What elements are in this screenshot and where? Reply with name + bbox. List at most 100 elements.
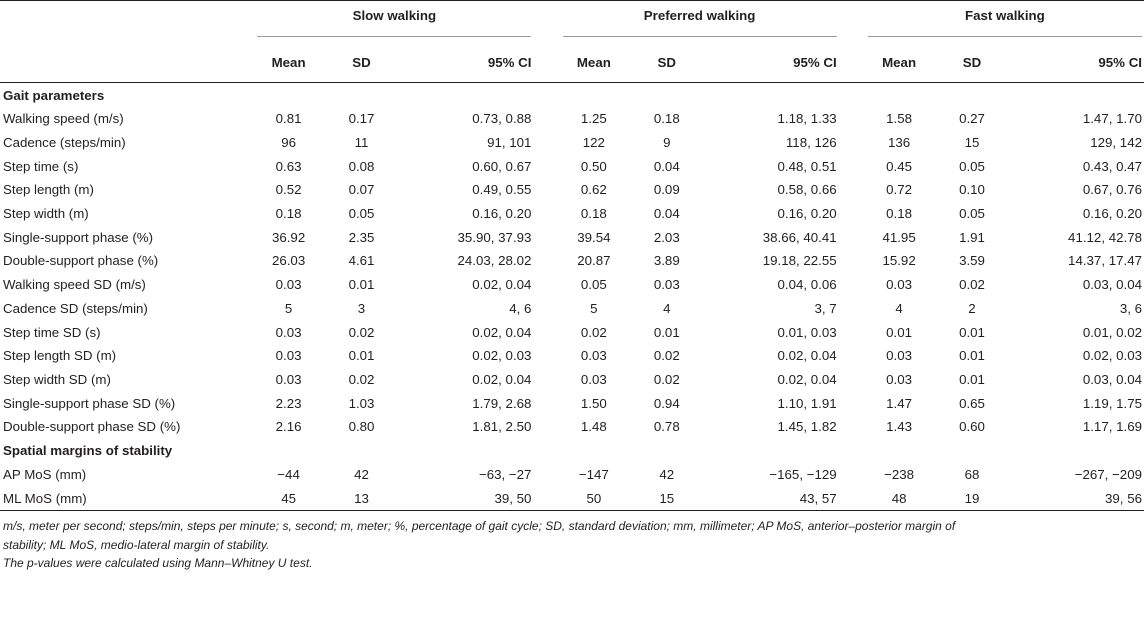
sd-cell: 0.05 [959, 206, 985, 222]
footnote-line: m/s, meter per second; steps/min, steps … [3, 519, 956, 533]
gap-cell [839, 320, 866, 344]
row-label: Step width (m) [3, 206, 89, 222]
gait-table: Slow walking Preferred walking Fast walk… [0, 0, 1144, 511]
gap-cell [839, 415, 866, 439]
table-row: Step width (m) 0.18 0.05 0.16, 0.20 0.18 0.04… [0, 202, 1144, 226]
table-row: Walking speed (m/s) 0.81 0.17 0.73, 0.88 1.2… [0, 107, 1144, 131]
ci-cell: 0.16, 0.20 [777, 206, 837, 222]
ci-cell: 14.37, 17.47 [1068, 253, 1142, 269]
sd-cell: 0.05 [959, 158, 985, 174]
mean-cell: 2.23 [275, 395, 302, 411]
sd-cell: 2.35 [348, 229, 375, 245]
mean-cell: 0.62 [580, 182, 607, 198]
row-label: Single-support phase (%) [3, 229, 154, 245]
mean-cell: 45 [281, 490, 296, 506]
sd-cell: 0.65 [959, 395, 985, 411]
ci-cell: 1.79, 2.68 [472, 395, 532, 411]
mean-cell: 26.03 [271, 253, 306, 269]
mean-cell: 41.95 [882, 229, 916, 245]
sd-cell: 0.01 [959, 371, 985, 387]
ci-cell: 1.45, 1.82 [777, 419, 837, 435]
ci-cell: 0.48, 0.51 [777, 158, 837, 174]
ci-cell: 0.49, 0.55 [472, 182, 532, 198]
mean-cell: 20.87 [577, 253, 611, 269]
sd-cell: 0.09 [653, 182, 680, 198]
mean-cell: −44 [277, 466, 300, 482]
sd-cell: 0.07 [348, 182, 375, 198]
col-header-mean: Mean [271, 54, 306, 70]
gap-cell [839, 249, 866, 273]
mean-cell: 4 [895, 300, 903, 316]
row-label: Walking speed (m/s) [3, 111, 124, 127]
mean-cell: 15.92 [882, 253, 916, 269]
row-label: ML MoS (mm) [3, 490, 87, 506]
gap-cell [533, 297, 560, 321]
row-label: AP MoS (mm) [3, 466, 87, 482]
table-row: Cadence SD (steps/min) 5 3 4, 6 5 4 3, 7 4 2 3, 6 [0, 297, 1144, 321]
group-header-row: Slow walking Preferred walking Fast walk… [0, 0, 1144, 43]
ci-cell: 35.90, 37.93 [457, 229, 532, 245]
gap-cell [533, 107, 560, 131]
row-label: Step width SD (m) [3, 371, 111, 387]
ci-cell: 39, 50 [494, 490, 532, 506]
table-row: Double-support phase (%) 26.03 4.61 24.03, … [0, 249, 1144, 273]
sd-cell: 0.04 [653, 206, 680, 222]
mean-cell: 0.03 [580, 371, 607, 387]
sd-cell: 0.17 [348, 111, 375, 127]
sd-cell: 0.01 [959, 348, 985, 364]
section-row-stability: Spatial margins of stability [0, 439, 1144, 463]
gap-cell [533, 202, 560, 226]
mean-cell: 0.18 [886, 206, 913, 222]
ci-cell: 0.02, 0.03 [1082, 348, 1142, 364]
sd-cell: 0.05 [348, 206, 375, 222]
ci-cell: 0.43, 0.47 [1082, 158, 1142, 174]
sd-cell: 9 [663, 135, 671, 151]
sd-cell: 0.04 [653, 158, 680, 174]
ci-cell: 3, 6 [1119, 300, 1142, 316]
gap-cell [533, 415, 560, 439]
mean-cell: 1.25 [580, 111, 607, 127]
col-header-ci: 95% CI [1098, 54, 1142, 70]
sd-cell: 0.10 [959, 182, 985, 198]
sd-cell: 68 [964, 466, 980, 482]
sd-cell: 0.08 [348, 158, 375, 174]
mean-cell: 0.03 [886, 277, 913, 293]
row-label: Cadence (steps/min) [3, 135, 126, 151]
mean-cell: 0.03 [275, 371, 302, 387]
mean-cell: 0.03 [886, 371, 913, 387]
mean-cell: 1.48 [580, 419, 607, 435]
sd-cell: 0.03 [653, 277, 680, 293]
table-figure: Slow walking Preferred walking Fast walk… [0, 0, 1144, 570]
table-row: Step time SD (s) 0.03 0.02 0.02, 0.04 0.02 0.… [0, 320, 1144, 344]
ci-cell: 1.19, 1.75 [1082, 395, 1142, 411]
ci-cell: 129, 142 [1090, 135, 1142, 151]
ci-cell: 0.02, 0.04 [472, 371, 532, 387]
group-header-slow: Slow walking [255, 1, 533, 43]
table-row: Step time (s) 0.63 0.08 0.60, 0.67 0.50 0.04 0… [0, 154, 1144, 178]
mean-cell: 0.72 [886, 182, 913, 198]
sd-cell: 0.80 [348, 419, 375, 435]
mean-cell: 96 [281, 135, 296, 151]
table-row: Step width SD (m) 0.03 0.02 0.02, 0.04 0.03 0… [0, 368, 1144, 392]
sub-header-row: Mean SD 95% CI Mean SD 95% CI Mean SD 95… [0, 43, 1144, 83]
mean-cell: 0.50 [580, 158, 607, 174]
ci-cell: 0.02, 0.04 [777, 371, 837, 387]
ci-cell: −63, −27 [478, 466, 532, 482]
col-header-ci: 95% CI [487, 54, 532, 70]
gap-cell [839, 154, 866, 178]
group-header-fast: Fast walking [866, 1, 1144, 43]
gap-cell [533, 225, 560, 249]
mean-cell: 0.05 [580, 277, 607, 293]
mean-cell: 48 [891, 490, 907, 506]
mean-cell: 0.18 [580, 206, 607, 222]
mean-cell: 0.03 [886, 348, 913, 364]
sd-cell: 19 [964, 490, 980, 506]
table-row: Walking speed SD (m/s) 0.03 0.01 0.02, 0.04… [0, 273, 1144, 297]
sd-cell: 0.02 [348, 371, 375, 387]
footnote-line: stability; ML MoS, medio-lateral margin … [3, 537, 270, 552]
mean-cell: 0.81 [275, 111, 302, 127]
sd-cell: 13 [354, 490, 369, 506]
gap-cell [839, 368, 866, 392]
table-row: Cadence (steps/min) 96 11 91, 101 122 9 118, 1… [0, 131, 1144, 155]
gap-cell [839, 391, 866, 415]
